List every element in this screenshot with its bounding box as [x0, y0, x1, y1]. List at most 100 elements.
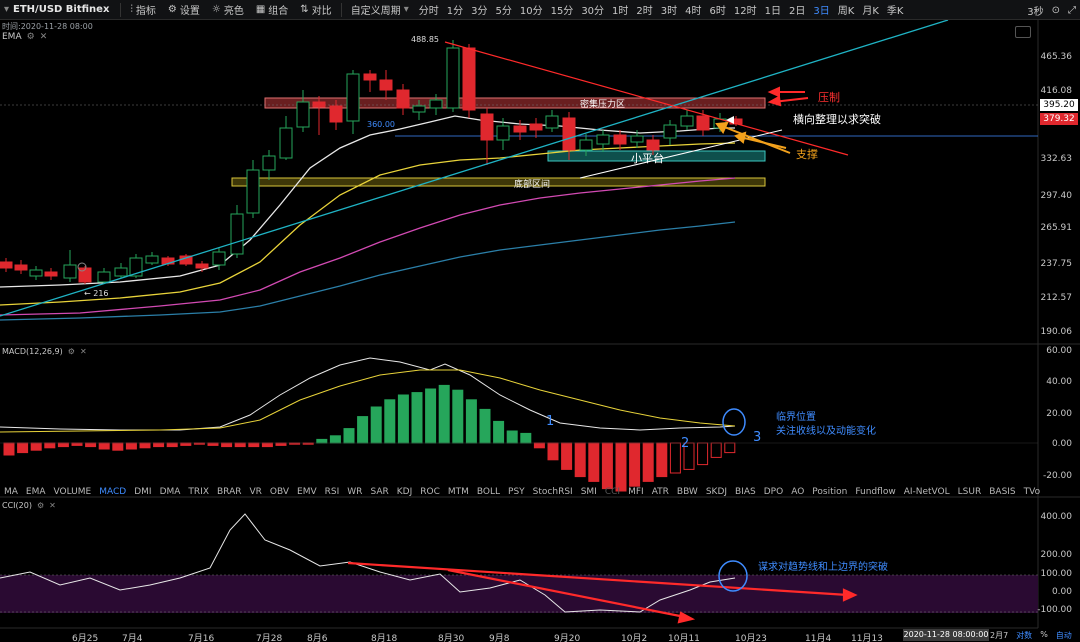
settings-icon[interactable]: ⚙ [67, 347, 75, 356]
theme-button[interactable]: ☼ 亮色 [211, 4, 244, 17]
period-16[interactable]: 周K [837, 6, 855, 17]
candle-up [346, 73, 360, 122]
period-15[interactable]: 3日 [813, 6, 830, 17]
indicator-tab-sar[interactable]: SAR [370, 487, 389, 497]
macd-bar [98, 442, 110, 450]
indicator-button[interactable]: ⫶ 指标 [130, 4, 156, 17]
candle-up [680, 115, 694, 127]
indicator-tab-mtm[interactable]: MTM [447, 487, 469, 497]
indicator-tab-psy[interactable]: PSY [508, 487, 525, 497]
indicator-tab-ai-netvol[interactable]: AI-NetVOL [903, 487, 950, 497]
ema-line-2 [0, 177, 736, 316]
period-4[interactable]: 10分 [519, 6, 543, 17]
indicator-tab-basis[interactable]: BASIS [989, 487, 1016, 497]
symbol-selector[interactable]: ▾ ETH/USD Bitfinex [0, 4, 117, 15]
indicator-tab-macd[interactable]: MACD [99, 487, 127, 497]
indicator-tab-volume[interactable]: VOLUME [53, 487, 92, 497]
macd-title[interactable]: MACD(12,26,9) [2, 347, 63, 356]
settings-button[interactable]: ⚙ 设置 [167, 4, 200, 17]
close-icon[interactable]: ✕ [49, 501, 56, 510]
period-14[interactable]: 2日 [789, 6, 806, 17]
indicator-tab-ma[interactable]: MA [4, 487, 18, 497]
indicator-tab-atr[interactable]: ATR [651, 487, 669, 497]
period-5[interactable]: 15分 [550, 6, 574, 17]
percent-toggle[interactable]: % [1040, 630, 1048, 639]
macd-tick: 40.00 [1046, 377, 1072, 387]
macd-bar [724, 442, 736, 454]
settings-icon[interactable]: ⚙ [26, 32, 35, 42]
candle-up [579, 139, 593, 151]
compare-button[interactable]: ⇅ 对比 [300, 4, 332, 17]
period-17[interactable]: 月K [862, 6, 879, 17]
indicator-tab-bias[interactable]: BIAS [735, 487, 756, 497]
period-0[interactable]: 分时 [418, 6, 439, 17]
macd-bar [343, 428, 355, 444]
candle-up [429, 99, 443, 109]
critical-point-circle [722, 408, 746, 436]
indicator-tab-vr[interactable]: VR [249, 487, 262, 497]
indicator-tab-trix[interactable]: TRIX [188, 487, 209, 497]
indicator-tab-lsur[interactable]: LSUR [957, 487, 982, 497]
indicator-tab-roc[interactable]: ROC [420, 487, 440, 497]
indicator-tab-obv[interactable]: OBV [269, 487, 290, 497]
macd-bar [547, 442, 559, 461]
indicator-tab-emv[interactable]: EMV [297, 487, 317, 497]
indicator-tab-mfi[interactable]: MFI [628, 487, 644, 497]
log-scale-toggle[interactable]: 对数 [1016, 631, 1033, 640]
indicator-tab-kdj[interactable]: KDJ [396, 487, 413, 497]
indicator-tab-rsi[interactable]: RSI [324, 487, 340, 497]
settings-icon[interactable]: ⚙ [36, 501, 45, 510]
indicator-tab-dpo[interactable]: DPO [763, 487, 784, 497]
candle-up [279, 127, 293, 159]
candle-down [0, 261, 13, 269]
period-13[interactable]: 1日 [764, 6, 782, 17]
indicator-tab-stochrsi[interactable]: StochRSI [532, 487, 573, 497]
indicator-tab-fundflow[interactable]: Fundflow [855, 487, 896, 497]
candles [0, 40, 743, 284]
close-icon[interactable]: ✕ [79, 347, 87, 356]
close-icon[interactable]: ✕ [39, 32, 48, 42]
breakout-circle [718, 560, 748, 592]
period-1[interactable]: 1分 [446, 6, 464, 17]
period-6[interactable]: 30分 [581, 6, 605, 17]
indicator-tab-smi[interactable]: SMI [580, 487, 597, 497]
indicator-tab-boll[interactable]: BOLL [476, 487, 501, 497]
period-3[interactable]: 5分 [495, 6, 512, 17]
indicator-tab-dma[interactable]: DMA [159, 487, 181, 497]
period-2[interactable]: 3分 [471, 6, 488, 17]
period-7[interactable]: 1时 [612, 6, 629, 17]
panel-toggle-icon[interactable] [1015, 26, 1031, 38]
macd-bar [506, 430, 518, 444]
indicator-tab-dmi[interactable]: DMI [134, 487, 152, 497]
indicator-tab-cci[interactable]: CCI [604, 487, 621, 497]
indicator-tab-tvolume[interactable]: TVolume [1023, 487, 1040, 497]
ema-label[interactable]: EMA [2, 32, 22, 42]
period-10[interactable]: 4时 [685, 6, 702, 17]
layout-button[interactable]: ▦ 组合 [255, 4, 289, 17]
period-9[interactable]: 3时 [660, 6, 678, 17]
custom-period-button[interactable]: 自定义周期 ▾ [350, 4, 409, 17]
macd-bar [642, 442, 654, 482]
period-11[interactable]: 6时 [709, 6, 726, 17]
auto-scale-toggle[interactable]: 自动 [1055, 631, 1072, 640]
indicator-tab-skdj[interactable]: SKDJ [705, 487, 728, 497]
indicator-tab-position[interactable]: Position [812, 487, 848, 497]
period-18[interactable]: 季K [886, 6, 904, 17]
date-tick: 7月4 [122, 634, 143, 642]
indicator-tab-wr[interactable]: WR [347, 487, 363, 497]
cci-title[interactable]: CCI(20) [2, 501, 32, 510]
indicator-tab-brar[interactable]: BRAR [217, 487, 242, 497]
indicator-tab-ema[interactable]: EMA [25, 487, 46, 497]
axis-options: 2月7 对数 % 自动 [990, 630, 1072, 640]
candle-up [596, 134, 610, 145]
macd-bar [425, 388, 437, 444]
indicator-tab-ao[interactable]: AO [791, 487, 805, 497]
refresh-interval[interactable]: 3秒 [1027, 6, 1044, 18]
period-12[interactable]: 12时 [733, 6, 757, 17]
camera-icon[interactable]: ⊙ [1051, 4, 1060, 16]
macd-bar [329, 435, 341, 444]
period-8[interactable]: 2时 [636, 6, 653, 17]
indicator-tab-bbw[interactable]: BBW [676, 487, 698, 497]
cursor-time: 时间:2020-11-28 08:00 [2, 22, 93, 31]
fullscreen-icon[interactable]: ⤢ [1068, 4, 1076, 16]
